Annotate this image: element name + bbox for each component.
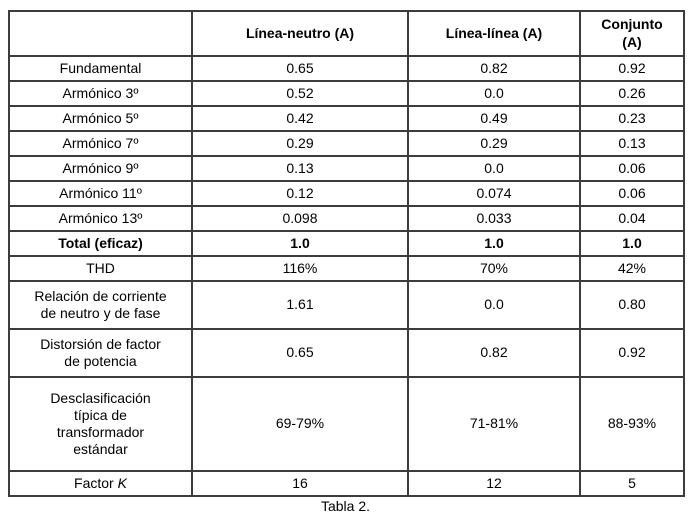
value-cell: 70% bbox=[407, 255, 581, 282]
value-cell: 0.65 bbox=[191, 328, 409, 378]
column-header bbox=[8, 10, 193, 57]
row-label: Fundamental bbox=[8, 55, 193, 82]
row-label-text: Armónico 5º bbox=[62, 109, 139, 126]
table-row: Relación de corriente de neutro y de fas… bbox=[8, 280, 685, 330]
value-cell: 12 bbox=[407, 470, 581, 497]
table-row: Total (eficaz) 1.0 1.0 1.0 bbox=[8, 230, 685, 257]
value-cell: 0.098 bbox=[191, 205, 409, 232]
value-cell: 0.52 bbox=[191, 80, 409, 107]
value-cell: 88-93% bbox=[579, 376, 685, 472]
table-row: Armónico 9º 0.13 0.0 0.06 bbox=[8, 155, 685, 182]
row-label-italic: K bbox=[117, 474, 127, 491]
value-cell: 0.06 bbox=[579, 180, 685, 207]
value-cell: 16 bbox=[191, 470, 409, 497]
table-row: Armónico 13º 0.098 0.033 0.04 bbox=[8, 205, 685, 232]
table-header: Línea-neutro (A) Línea-línea (A) Conjunto … bbox=[8, 10, 685, 57]
row-label-text: Armónico 7º bbox=[62, 134, 139, 151]
row-label: Relación de corriente de neutro y de fas… bbox=[8, 280, 193, 330]
row-label-text: Distorsión de factor de potencia bbox=[40, 335, 161, 369]
value-cell: 0.04 bbox=[579, 205, 685, 232]
value-cell: 0.29 bbox=[191, 130, 409, 157]
table-body: Fundamental 0.65 0.82 0.92 Armónico 3º 0.52 0.… bbox=[8, 55, 685, 497]
value-cell: 0.0 bbox=[407, 280, 581, 330]
table-row: Desclasificación típica de transformador… bbox=[8, 376, 685, 472]
table-row: Factor K 16 12 5 bbox=[8, 470, 685, 497]
row-label-text: Armónico 13º bbox=[58, 209, 143, 226]
row-label: Armónico 11º bbox=[8, 180, 193, 207]
table-row: Armónico 5º 0.42 0.49 0.23 bbox=[8, 105, 685, 132]
row-label: Armónico 7º bbox=[8, 130, 193, 157]
value-cell: 0.0 bbox=[407, 80, 581, 107]
value-cell: 5 bbox=[579, 470, 685, 497]
table-row: Armónico 7º 0.29 0.29 0.13 bbox=[8, 130, 685, 157]
row-label: Armónico 13º bbox=[8, 205, 193, 232]
row-label-text: Armónico 11º bbox=[59, 184, 142, 201]
value-cell: 0.80 bbox=[579, 280, 685, 330]
value-cell: 0.23 bbox=[579, 105, 685, 132]
row-label: Total (eficaz) bbox=[8, 230, 193, 257]
value-cell: 0.12 bbox=[191, 180, 409, 207]
row-label: Armónico 9º bbox=[8, 155, 193, 182]
value-cell: 1.61 bbox=[191, 280, 409, 330]
column-header: Línea-neutro (A) bbox=[191, 10, 409, 57]
value-cell: 0.06 bbox=[579, 155, 685, 182]
value-cell: 0.82 bbox=[407, 55, 581, 82]
value-cell: 0.13 bbox=[191, 155, 409, 182]
row-label: THD bbox=[8, 255, 193, 282]
row-label-text: Factor bbox=[74, 474, 118, 491]
column-header: Conjunto (A) bbox=[579, 10, 685, 57]
row-label-text: Armónico 9º bbox=[62, 159, 139, 176]
row-label: Armónico 3º bbox=[8, 80, 193, 107]
value-cell: 0.033 bbox=[407, 205, 581, 232]
harmonics-table: Línea-neutro (A) Línea-línea (A) Conjunto … bbox=[8, 10, 685, 497]
value-cell: 0.92 bbox=[579, 328, 685, 378]
value-cell: 0.65 bbox=[191, 55, 409, 82]
table-row: Distorsión de factor de potencia 0.65 0.82… bbox=[8, 328, 685, 378]
value-cell: 0.074 bbox=[407, 180, 581, 207]
column-header: Línea-línea (A) bbox=[407, 10, 581, 57]
row-label-text: Relación de corriente de neutro y de fas… bbox=[34, 287, 167, 321]
row-label-text: Total (eficaz) bbox=[58, 234, 143, 251]
value-cell: 116% bbox=[191, 255, 409, 282]
value-cell: 0.0 bbox=[407, 155, 581, 182]
row-label-text: Fundamental bbox=[59, 59, 142, 76]
value-cell: 69-79% bbox=[191, 376, 409, 472]
table-row: THD 116% 70% 42% bbox=[8, 255, 685, 282]
value-cell: 0.82 bbox=[407, 328, 581, 378]
row-label-text: Desclasificación típica de transformador… bbox=[50, 389, 151, 458]
row-label-text: THD bbox=[86, 259, 115, 276]
value-cell: 0.42 bbox=[191, 105, 409, 132]
row-label-text: Armónico 3º bbox=[62, 84, 139, 101]
value-cell: 0.26 bbox=[579, 80, 685, 107]
value-cell: 42% bbox=[579, 255, 685, 282]
table-row: Armónico 11º 0.12 0.074 0.06 bbox=[8, 180, 685, 207]
value-cell: 0.29 bbox=[407, 130, 581, 157]
row-label: Desclasificación típica de transformador… bbox=[8, 376, 193, 472]
value-cell: 0.92 bbox=[579, 55, 685, 82]
value-cell: 1.0 bbox=[407, 230, 581, 257]
table-caption: Tabla 2. bbox=[320, 498, 371, 514]
header-row: Línea-neutro (A) Línea-línea (A) Conjunto … bbox=[8, 10, 685, 57]
value-cell: 0.13 bbox=[579, 130, 685, 157]
table-row: Fundamental 0.65 0.82 0.92 bbox=[8, 55, 685, 82]
value-cell: 0.49 bbox=[407, 105, 581, 132]
row-label: Armónico 5º bbox=[8, 105, 193, 132]
value-cell: 71-81% bbox=[407, 376, 581, 472]
value-cell: 1.0 bbox=[579, 230, 685, 257]
row-label: Factor K bbox=[8, 470, 193, 497]
row-label: Distorsión de factor de potencia bbox=[8, 328, 193, 378]
table-row: Armónico 3º 0.52 0.0 0.26 bbox=[8, 80, 685, 107]
value-cell: 1.0 bbox=[191, 230, 409, 257]
